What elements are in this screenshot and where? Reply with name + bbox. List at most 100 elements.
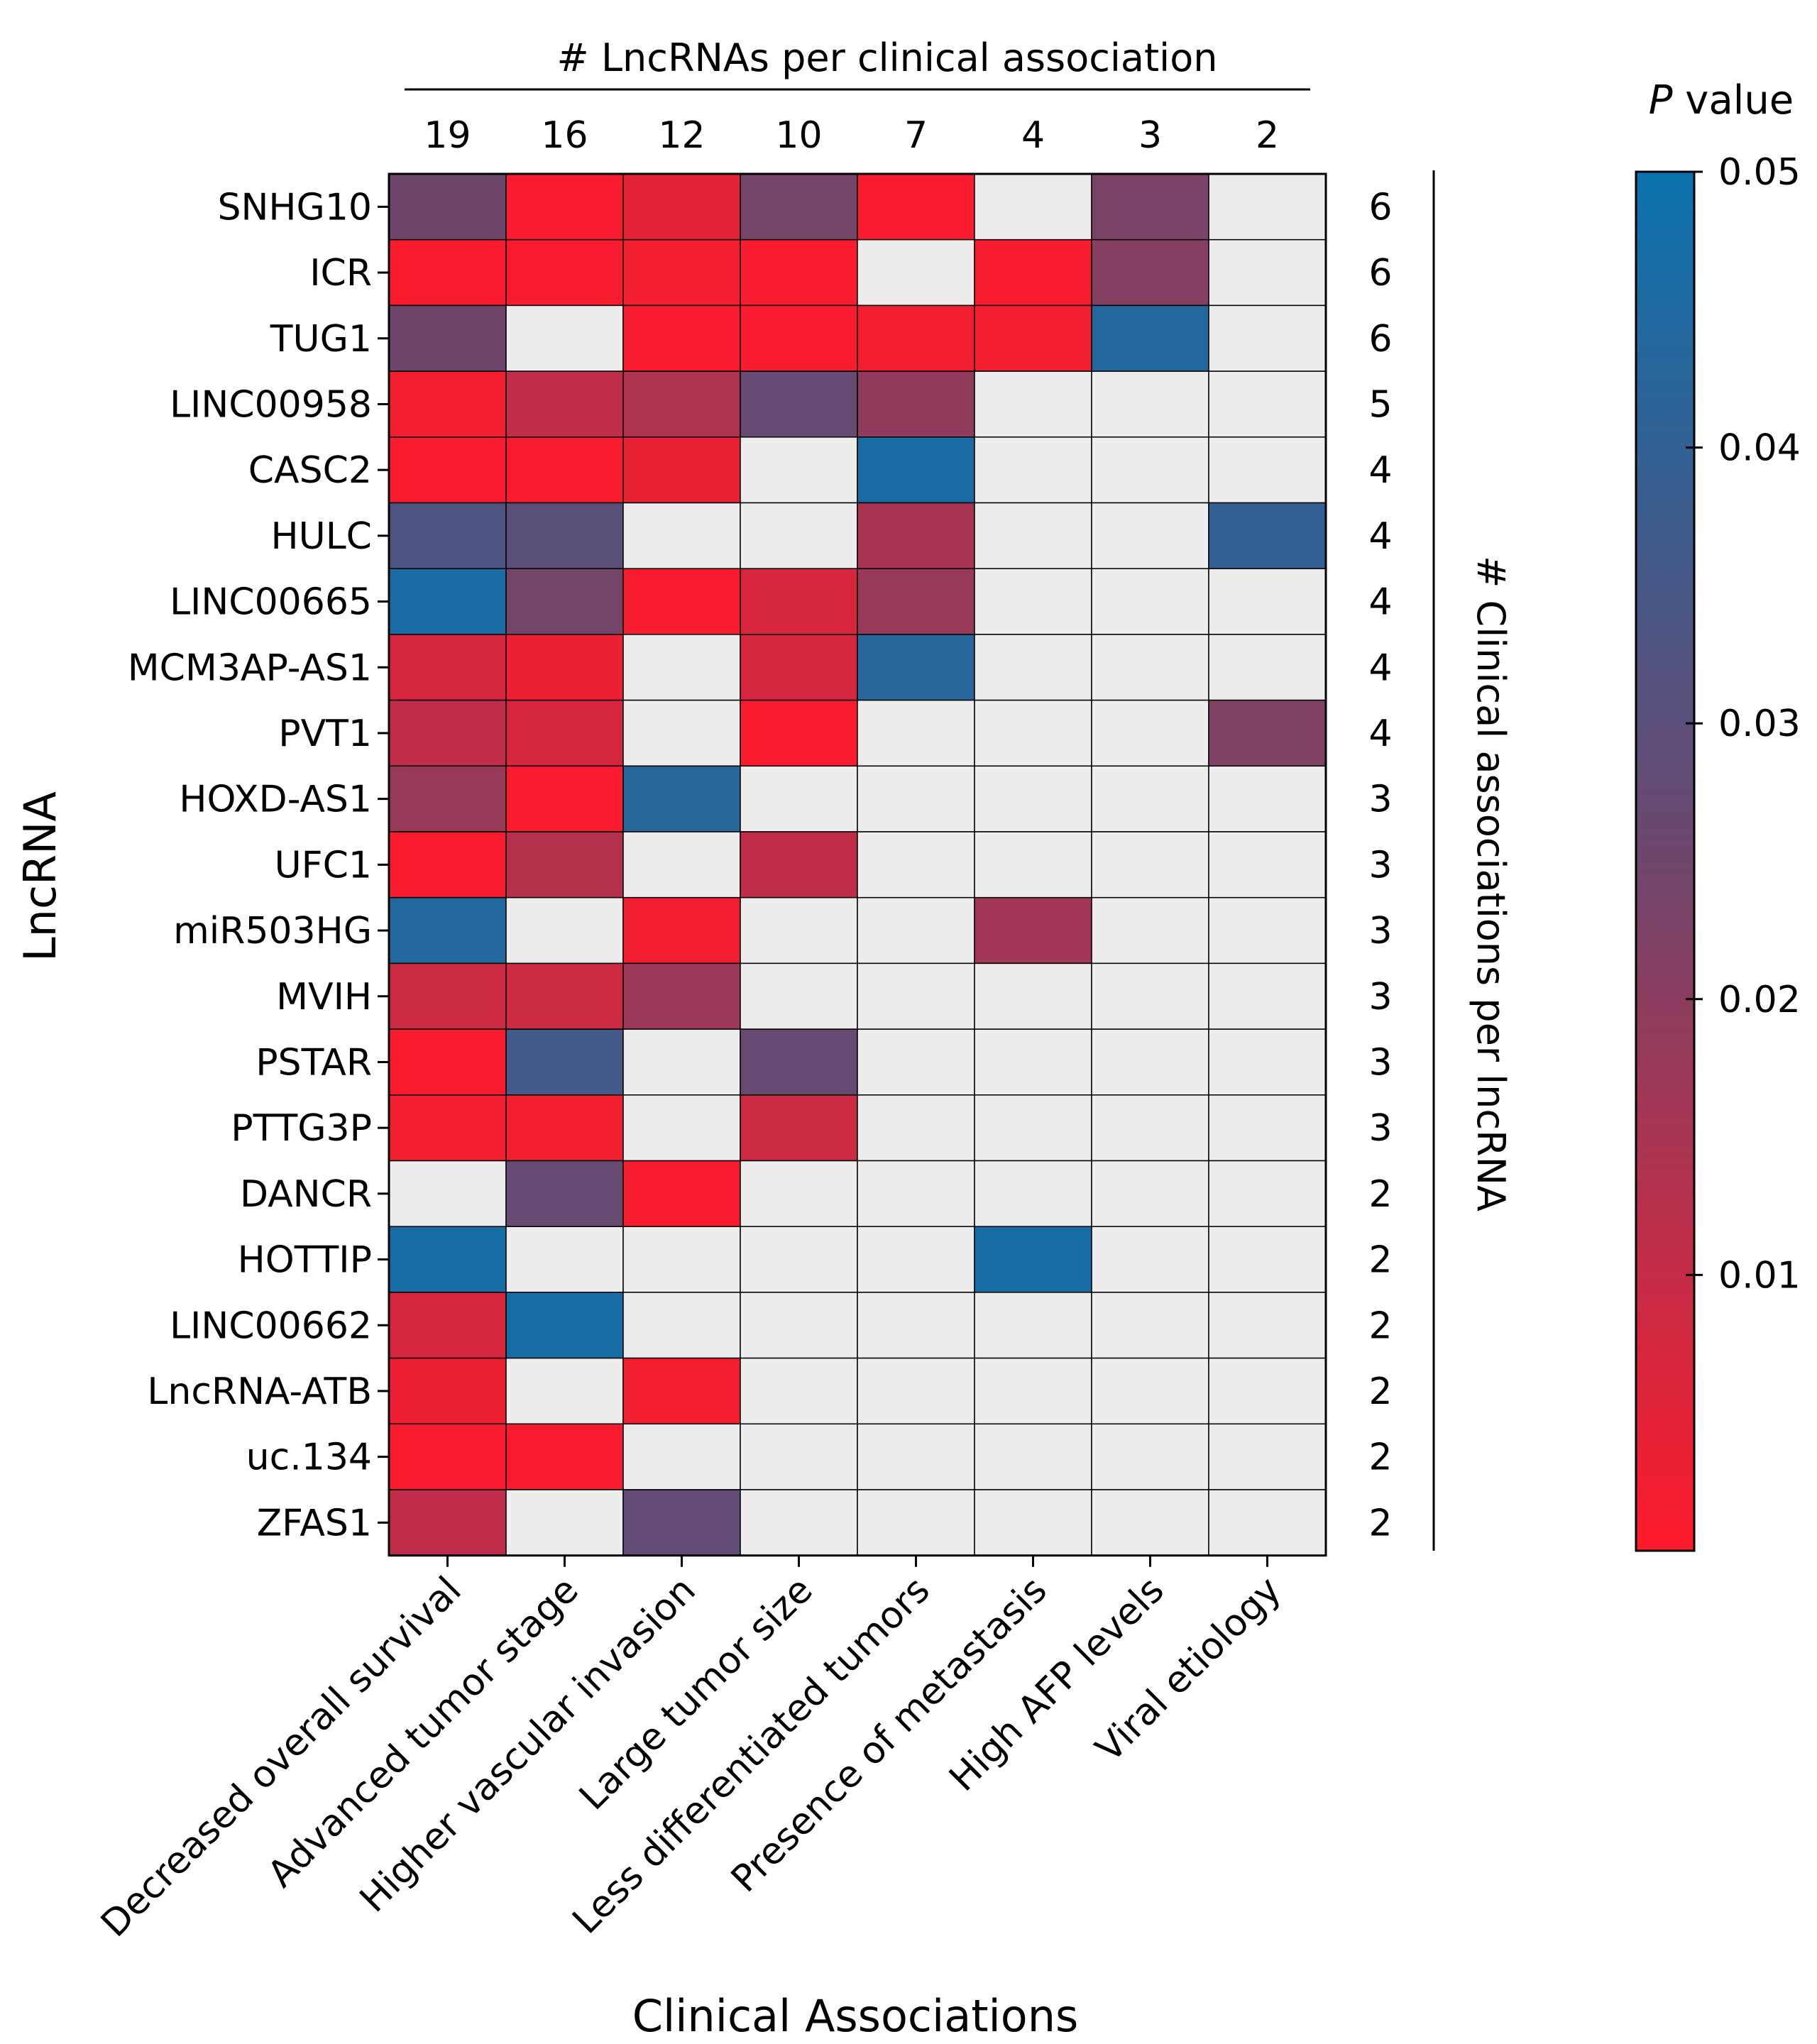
heatmap-cell [622,1489,741,1556]
row-count-label: 2 [1368,1502,1392,1544]
heatmap-cell [974,502,1092,569]
heatmap-cell [857,634,975,701]
heatmap-cell [388,1357,507,1425]
heatmap-cell [1091,1094,1209,1162]
heatmap-cell [1208,1423,1327,1490]
row-label: CASC2 [248,449,372,492]
heatmap-cell [1208,1160,1327,1227]
heatmap-cell [857,831,975,899]
heatmap-cell [974,1160,1092,1227]
row-count-label: 3 [1368,910,1392,952]
heatmap-cell [622,173,741,241]
row-label: LncRNA-ATB [147,1370,372,1413]
row-label: HOXD-AS1 [179,779,372,821]
heatmap-cell [1208,436,1327,504]
heatmap-cell [622,502,741,569]
heatmap-cell [974,1423,1092,1490]
heatmap-cell [857,502,975,569]
row-count-label: 3 [1368,779,1392,821]
heatmap-cell [388,436,507,504]
row-label: MVIH [276,976,372,1018]
row-label: miR503HG [173,910,372,952]
heatmap-cell [622,765,741,833]
heatmap-cell [505,699,624,767]
heatmap-cell [622,1160,741,1227]
heatmap-cell [857,568,975,635]
heatmap-cell [505,1423,624,1490]
row-count-label: 4 [1368,713,1392,755]
heatmap-cell [740,896,858,965]
row-count-label: 4 [1368,515,1392,558]
heatmap-cell [388,699,507,767]
heatmap-cell [1091,238,1209,307]
heatmap-cells [388,172,1327,1557]
colorbar-title-italic: P [1649,77,1673,123]
heatmap-cell [388,765,507,833]
heatmap-cell [1208,699,1327,767]
row-label: MCM3AP-AS1 [128,647,372,689]
heatmap-cell [388,1028,507,1096]
row-label: SNHG10 [218,186,372,229]
column-count-label: 12 [658,114,705,157]
heatmap-cell [622,304,741,372]
heatmap-cell [974,699,1092,767]
heatmap-cell [505,1028,624,1096]
heatmap-cell [974,1094,1092,1162]
heatmap-cell [1091,370,1209,438]
heatmap-cell [740,634,858,701]
heatmap-cell [622,238,741,307]
heatmap-cell [622,1357,741,1425]
heatmap-cell [505,1357,624,1425]
heatmap-cell [1208,634,1327,701]
row-label: DANCR [240,1173,372,1216]
row-count-label: 6 [1368,318,1392,361]
heatmap-cell [388,1160,507,1227]
heatmap-cell [740,304,858,372]
column-count-label: 16 [541,114,588,157]
row-label: PTTG3P [231,1107,372,1150]
heatmap-cell [388,173,507,241]
heatmap-cell [505,502,624,569]
row-count-label: 6 [1368,186,1392,229]
row-label: ZFAS1 [257,1502,372,1544]
row-labels: SNHG10 ICR TUG1 LINC00958 CASC2 HULC LINC00665… [128,186,389,1544]
heatmap-cell [740,765,858,833]
heatmap-cell [388,1423,507,1490]
colorbar-tick-label: 0.01 [1718,1254,1801,1297]
heatmap-cell [622,831,741,899]
heatmap-cell [505,173,624,241]
heatmap-cell [857,699,975,767]
heatmap-cell [1091,634,1209,701]
column-count-label: 10 [775,114,822,157]
heatmap-cell [388,238,507,307]
heatmap-cell [1208,896,1327,965]
heatmap-cell [740,1028,858,1096]
heatmap-cell [388,1292,507,1359]
heatmap-cell [1091,1226,1209,1293]
heatmap-cell [857,765,975,833]
heatmap-cell [740,238,858,307]
heatmap-cell [740,568,858,635]
heatmap-cell [1208,173,1327,241]
row-label: ICR [309,252,372,295]
heatmap-cell [740,1423,858,1490]
heatmap-cell [1208,962,1327,1030]
heatmap-cell [740,962,858,1030]
heatmap-cell [388,304,507,372]
heatmap-cell [388,831,507,899]
heatmap-cell [1208,765,1327,833]
heatmap-cell [740,831,858,899]
heatmap-cell [1091,765,1209,833]
heatmap-cell [1208,1292,1327,1359]
heatmap-cell [974,634,1092,701]
heatmap-cell [740,1357,858,1425]
heatmap-cell [505,831,624,899]
y-axis-title: LncRNA [14,791,66,962]
heatmap-cell [1091,831,1209,899]
heatmap-cell [857,1160,975,1227]
row-label: TUG1 [270,318,372,361]
column-count-label: 2 [1256,114,1279,157]
heatmap-cell [505,370,624,438]
